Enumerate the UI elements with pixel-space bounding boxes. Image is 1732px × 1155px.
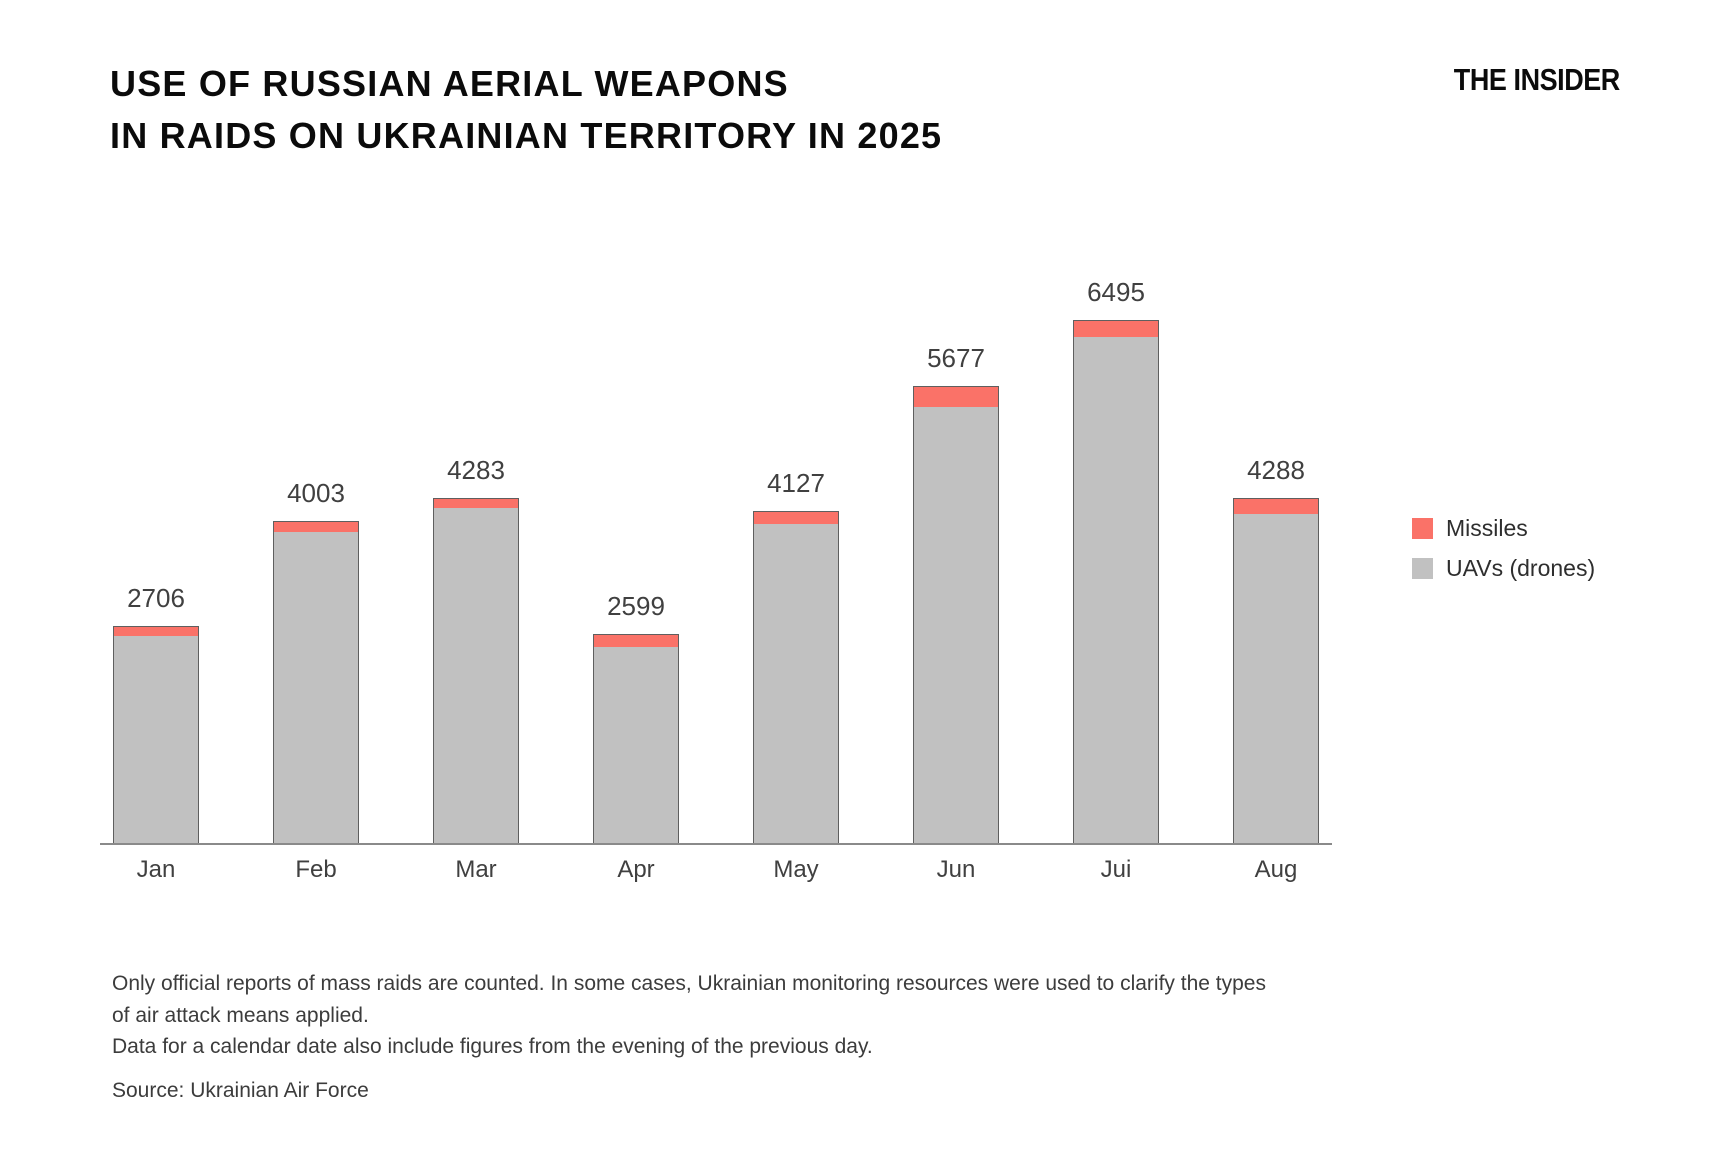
legend-label-uavs: UAVs (drones) [1446,554,1596,581]
month-label-aug: Aug [1254,856,1298,883]
footnote-line: Only official reports of mass raids are … [112,972,1266,995]
legend-item-uavs: UAVs (drones) [1412,554,1596,581]
month-label-may: May [773,856,819,883]
bar-jui-missiles-segment [1074,321,1158,337]
footnote-line: Data for a calendar date also include fi… [112,1035,873,1058]
value-label-jan: 2706 [127,583,185,613]
month-label-apr: Apr [617,856,655,883]
value-label-jui: 6495 [1087,277,1145,307]
bar-jun-missiles-segment [914,387,998,407]
bar-jan [113,626,199,844]
footnotes: Only official reports of mass raids are … [112,968,1266,1106]
value-label-may: 4127 [767,468,825,498]
value-label-apr: 2599 [607,591,665,621]
missiles-swatch-icon [1412,517,1433,539]
bar-feb-missiles-segment [274,522,358,532]
value-label-mar: 4283 [447,455,505,485]
bar-jan-missiles-segment [114,627,198,636]
bar-feb [273,521,359,844]
x-axis-line [100,843,1332,845]
month-label-feb: Feb [295,856,337,883]
value-label-jun: 5677 [927,343,985,373]
bar-aug-missiles-segment [1234,499,1318,514]
bar-apr [593,634,679,844]
footnote-line: of air attack means applied. [112,1003,369,1027]
bar-mar [433,498,519,844]
bar-apr-missiles-segment [594,635,678,647]
bar-may [753,511,839,844]
legend-label-missiles: Missiles [1446,514,1528,541]
value-label-aug: 4288 [1247,455,1305,485]
legend-item-missiles: Missiles [1412,514,1595,541]
the-insider-logo: THE INSIDER [1453,62,1620,97]
uavs-swatch-icon [1412,557,1433,579]
bar-mar-missiles-segment [434,499,518,508]
value-label-feb: 4003 [287,478,345,508]
legend: Missiles UAVs (drones) [1412,514,1596,597]
month-label-jan: Jan [136,856,176,883]
page-title: USE OF RUSSIAN AERIAL WEAPONS IN RAIDS O… [110,58,942,162]
bar-jun [913,386,999,844]
bar-jui [1073,320,1159,844]
month-label-jui: Jui [1100,856,1132,883]
bar-aug [1233,498,1319,844]
month-label-mar: Mar [455,856,497,883]
month-label-jun: Jun [936,856,976,883]
page-title-line1: USE OF RUSSIAN AERIAL WEAPONS [110,63,789,104]
source-line: Source: Ukrainian Air Force [112,1078,369,1102]
bar-may-missiles-segment [754,512,838,524]
page-title-line2: IN RAIDS ON UKRAINIAN TERRITORY IN 2025 [110,115,943,156]
